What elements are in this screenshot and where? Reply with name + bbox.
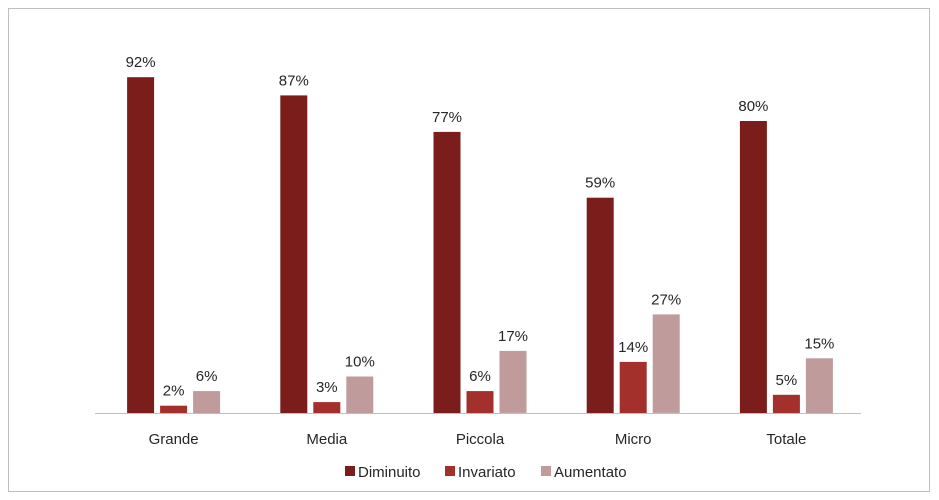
bar-invariato-totale: [772, 394, 800, 414]
data-label-invariato-micro: 14%: [618, 339, 648, 356]
data-label-aumentato-media: 10%: [345, 354, 375, 371]
bar-invariato-grande: [160, 405, 188, 413]
data-label-diminuito-totale: 80%: [738, 98, 768, 115]
data-label-diminuito-micro: 59%: [585, 175, 615, 192]
category-label-micro: Micro: [615, 431, 652, 448]
bar-diminuito-media: [280, 95, 308, 414]
bar-invariato-piccola: [466, 391, 494, 413]
data-labels-layer: 92% 2% 6% 87% 3% 10% 77% 6% 17% 59% 14% 27% 80% 5% 15%: [126, 54, 835, 400]
bar-aumentato-micro: [652, 314, 680, 413]
bars-layer: [127, 77, 833, 414]
bar-chart: 92% 2% 6% 87% 3% 10% 77% 6% 17% 59% 14% 27% 80% 5% 15%…: [95, 54, 861, 481]
data-label-invariato-piccola: 6%: [469, 368, 491, 385]
legend-label-aumentato: Aumentato: [554, 464, 627, 481]
category-label-totale: Totale: [766, 431, 806, 448]
category-label-grande: Grande: [149, 431, 199, 448]
category-label-piccola: Piccola: [456, 431, 505, 448]
bar-aumentato-piccola: [499, 350, 527, 413]
data-label-aumentato-micro: 27%: [651, 291, 681, 308]
bar-diminuito-piccola: [433, 131, 461, 413]
bar-aumentato-totale: [805, 358, 833, 414]
bar-aumentato-grande: [193, 391, 221, 413]
category-label-media: Media: [306, 431, 348, 448]
bar-invariato-micro: [619, 361, 647, 413]
bar-diminuito-micro: [586, 197, 614, 413]
data-label-invariato-totale: 5%: [776, 372, 798, 389]
legend: Diminuito Invariato Aumentato: [345, 464, 627, 481]
legend-swatch-aumentato: [541, 466, 551, 476]
bar-diminuito-totale: [739, 121, 767, 413]
data-label-diminuito-piccola: 77%: [432, 109, 462, 126]
bar-aumentato-media: [346, 376, 374, 413]
legend-swatch-invariato: [445, 466, 455, 476]
legend-swatch-diminuito: [345, 466, 355, 476]
bar-invariato-media: [313, 402, 341, 413]
data-label-invariato-grande: 2%: [163, 383, 185, 400]
data-label-diminuito-media: 87%: [279, 72, 309, 89]
data-label-aumentato-grande: 6%: [196, 368, 218, 385]
chart-container: 92% 2% 6% 87% 3% 10% 77% 6% 17% 59% 14% 27% 80% 5% 15%…: [8, 8, 930, 492]
category-labels-layer: Grande Media Piccola Micro Totale: [149, 431, 807, 448]
data-label-invariato-media: 3%: [316, 379, 338, 396]
data-label-diminuito-grande: 92%: [126, 54, 156, 71]
data-label-aumentato-totale: 15%: [804, 335, 834, 352]
legend-label-diminuito: Diminuito: [358, 464, 421, 481]
data-label-aumentato-piccola: 17%: [498, 328, 528, 345]
bar-diminuito-grande: [127, 77, 155, 413]
legend-label-invariato: Invariato: [458, 464, 516, 481]
